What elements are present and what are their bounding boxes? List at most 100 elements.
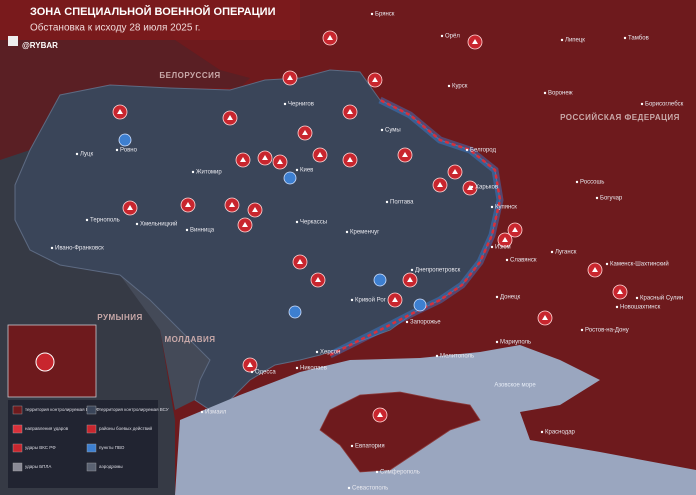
city-dot: [470, 185, 474, 189]
city-dot: [283, 102, 287, 106]
city-label: Черкассы: [300, 220, 327, 226]
city-dot: [295, 366, 299, 370]
city-label: Мариуполь: [500, 340, 531, 346]
ukraine-area: [14, 69, 501, 411]
strike-icon: [377, 412, 383, 417]
city-label: Днепропетровск: [415, 268, 461, 274]
city-dot: [595, 196, 599, 200]
city-dot: [465, 148, 469, 152]
city-label: Луганск: [555, 250, 577, 256]
country-label: БЕЛОРУССИЯ: [159, 71, 220, 80]
city-dot: [580, 328, 584, 332]
city-dot: [191, 170, 195, 174]
city-label: Купянск: [495, 205, 517, 211]
city-label: Кременчуг: [350, 230, 380, 236]
city-label: Одесса: [255, 370, 276, 376]
strike-icon: [407, 277, 413, 282]
city-label: Ростов-на-Дону: [585, 328, 629, 334]
labels: Брянск Орёл Липецк Тамбов Курск Воронеж Борисо…: [50, 12, 684, 492]
strike-icon: [240, 157, 246, 162]
air-defense-marker: [288, 305, 302, 319]
brand: @RYBAR: [22, 41, 58, 50]
city-label: Славянск: [510, 258, 537, 264]
city-dot: [250, 370, 254, 374]
legend-label: удары БПЛА: [25, 464, 51, 469]
legend-label: территория контролируемая ВСУ: [99, 407, 169, 412]
strike-icon: [185, 202, 191, 207]
city-dot: [495, 340, 499, 344]
city-dot: [375, 470, 379, 474]
legend-label: удары ВКС РФ: [25, 445, 56, 450]
city-dot: [490, 245, 494, 249]
city-dot: [635, 296, 639, 300]
strike-icon: [229, 202, 235, 207]
city-label: Ровно: [120, 148, 138, 154]
strike-icon: [372, 77, 378, 82]
strike-icon: [242, 222, 248, 227]
legend-swatch: [12, 462, 23, 472]
city-dot: [447, 84, 451, 88]
city-label: Курск: [452, 84, 468, 90]
qr-code: [8, 36, 18, 46]
city-dot: [370, 12, 374, 16]
city-dot: [350, 298, 354, 302]
strike-icon: [437, 182, 443, 187]
city-label: Симферополь: [380, 470, 420, 476]
city-dot: [615, 305, 619, 309]
strike-icon: [287, 75, 293, 80]
country-label: РУМЫНИЯ: [97, 313, 142, 322]
country-label: МОЛДАВИЯ: [164, 335, 215, 344]
air-defense-marker: [118, 133, 132, 147]
strike-icon: [347, 109, 353, 114]
city-label: Новошахтинск: [620, 305, 661, 311]
city-label: Тамбов: [628, 36, 649, 42]
city-label: Николаев: [300, 366, 327, 372]
strike-icon: [277, 159, 283, 164]
city-dot: [295, 220, 299, 224]
strike-icon: [617, 289, 623, 294]
city-dot: [295, 168, 299, 172]
city-label: Донецк: [500, 295, 521, 301]
city-dot: [115, 148, 119, 152]
legend-label: направления ударов: [25, 426, 69, 431]
city-label: Липецк: [565, 38, 585, 44]
city-label: Ивано-Франковск: [55, 246, 104, 252]
city-label: Изюм: [495, 245, 511, 251]
city-label: Орёл: [445, 34, 460, 40]
city-label: Краснодар: [545, 430, 576, 436]
city-dot: [550, 250, 554, 254]
strike-icon: [327, 35, 333, 40]
legend-swatch: [86, 405, 97, 415]
city-label: Херсон: [320, 350, 340, 356]
city-dot: [345, 230, 349, 234]
legend-swatch: [12, 443, 23, 453]
city-label: Кривой Рог: [355, 297, 387, 304]
strike-icon: [542, 315, 548, 320]
city-dot: [85, 218, 89, 222]
city-dot: [623, 36, 627, 40]
city-label: Белгород: [470, 148, 497, 154]
city-label: Хмельницкий: [140, 221, 177, 228]
strike-icon: [392, 297, 398, 302]
city-dot: [410, 268, 414, 272]
city-label: Воронеж: [548, 91, 573, 97]
crimea: [319, 391, 481, 473]
strike-icon: [452, 169, 458, 174]
strike-icon: [262, 155, 268, 160]
city-label: Борисоглебск: [645, 102, 684, 108]
city-label: Тернополь: [90, 218, 120, 224]
city-label: Каменск-Шахтинский: [610, 261, 669, 268]
legend-box: [8, 400, 158, 488]
city-dot: [75, 152, 79, 156]
city-label: Севастополь: [352, 486, 388, 492]
legend-swatch: [12, 424, 23, 434]
city-dot: [50, 246, 54, 250]
city-label: Харьков: [475, 185, 498, 191]
strike-icon: [317, 152, 323, 157]
city-dot: [605, 262, 609, 266]
air-defense-marker: [373, 273, 387, 287]
strike-icon: [467, 185, 473, 190]
subtitle: Обстановка к исходу 28 июля 2025 г.: [30, 22, 200, 34]
air-defense-marker: [283, 171, 297, 185]
